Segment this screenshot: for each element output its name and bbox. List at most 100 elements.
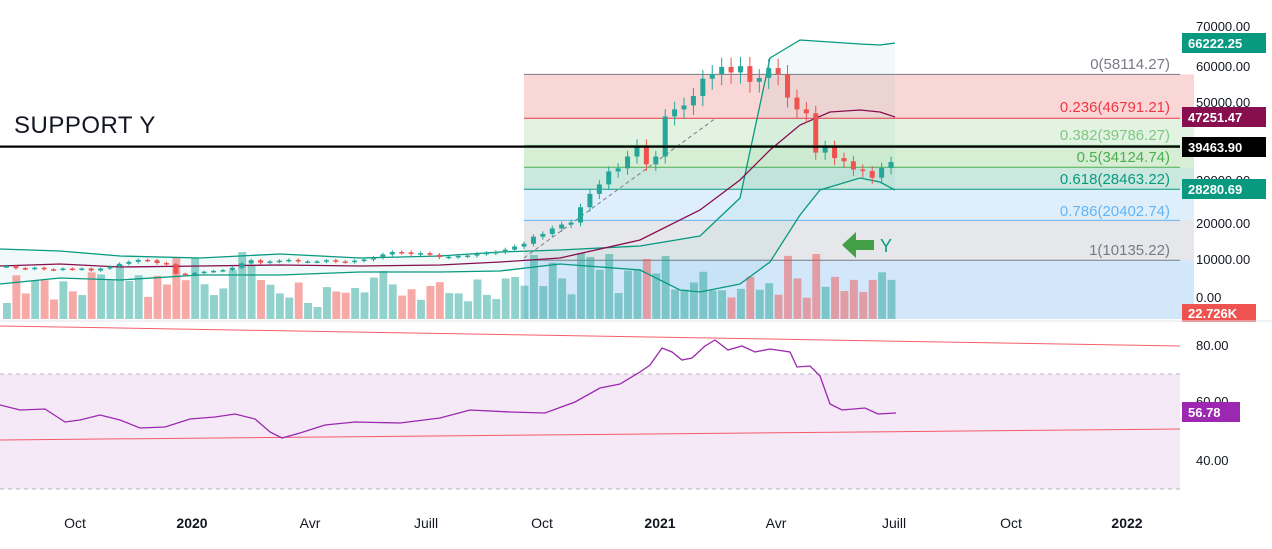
volume-bar	[464, 301, 472, 319]
candle	[822, 146, 828, 153]
volume-bar	[68, 291, 77, 319]
candle	[145, 259, 151, 262]
candle	[643, 145, 649, 165]
volume-bar	[351, 287, 360, 319]
volume-bar	[605, 254, 614, 319]
candle	[832, 146, 838, 159]
candle	[126, 261, 132, 264]
candle	[192, 272, 198, 276]
volume-bar	[520, 285, 529, 319]
volume-bar	[379, 270, 388, 319]
volume-bar	[162, 284, 171, 319]
volume-bar	[435, 282, 444, 319]
rsi-trend-line-lower	[0, 428, 1181, 441]
fib-label-0618: 0.618(28463.22)	[1060, 171, 1170, 188]
volume-bar	[285, 297, 294, 319]
candle	[333, 260, 339, 262]
price-axis[interactable]: 70000.00 60000.00 50000.00 30000.00 2000…	[1196, 19, 1250, 305]
candle	[690, 95, 696, 106]
candle	[728, 66, 734, 73]
candle	[625, 156, 631, 169]
volume-bar	[736, 288, 745, 319]
bollinger-fill	[0, 40, 895, 292]
volume-bar	[539, 286, 548, 319]
y-marker[interactable]: Y	[842, 232, 892, 258]
time-axis[interactable]: Oct 2020 Avr Juill Oct 2021 Avr Juill Oc…	[64, 515, 1143, 531]
candle	[681, 105, 687, 110]
volume-bar	[868, 279, 877, 319]
bollinger-lower	[0, 177, 896, 293]
candle	[521, 243, 527, 247]
candle	[512, 246, 518, 250]
candle	[32, 267, 38, 270]
volume-bar	[238, 252, 247, 319]
volume-bar	[191, 257, 200, 319]
price-badges: 66222.25 47251.47 39463.90 28280.69 22.7…	[1182, 33, 1266, 322]
candle	[662, 116, 668, 157]
volume-bar	[50, 299, 58, 319]
candle	[13, 266, 19, 269]
volume-bar	[492, 299, 501, 319]
volume-bar	[718, 290, 727, 319]
candle	[653, 156, 659, 165]
volume-bar	[78, 295, 87, 319]
volume-bar	[369, 277, 378, 319]
candle	[267, 261, 273, 263]
volume-bar	[642, 259, 651, 319]
volume-bar	[106, 280, 115, 319]
time-label: Oct	[1000, 515, 1022, 531]
volume-bar	[144, 296, 153, 319]
candle	[568, 222, 574, 225]
svg-text:56.78: 56.78	[1188, 405, 1221, 420]
y-marker-label: Y	[880, 236, 892, 256]
bollinger-upper	[0, 39, 896, 259]
volume-bar	[652, 273, 661, 319]
price-tick: 60000.00	[1196, 59, 1250, 74]
candle	[540, 233, 546, 237]
candle	[841, 158, 847, 162]
candle	[286, 259, 292, 262]
candle	[879, 167, 885, 178]
volume-bar	[134, 275, 143, 319]
candle	[418, 253, 424, 255]
rsi-badge	[1182, 402, 1240, 422]
candle	[305, 261, 311, 263]
volume-bar	[247, 264, 256, 319]
candle	[182, 273, 188, 276]
candle	[41, 267, 47, 270]
rsi-pane[interactable]: 80.00 60.00 40.00 56.78	[0, 325, 1240, 490]
volume-bar	[115, 265, 124, 319]
candle	[107, 266, 113, 269]
candle	[559, 224, 565, 229]
volume-bar	[473, 279, 482, 319]
candle	[756, 77, 762, 82]
volume-bar	[454, 293, 463, 319]
candle	[380, 254, 386, 258]
candle	[850, 161, 856, 170]
fib-label-0786: 0.786(20402.74)	[1060, 203, 1170, 220]
volume-badge	[1182, 304, 1256, 322]
candle	[455, 255, 461, 258]
candle	[408, 252, 414, 254]
candle	[813, 113, 819, 153]
candle	[465, 255, 471, 258]
price-tick: 0.00	[1196, 290, 1221, 305]
candle	[446, 256, 452, 259]
candle	[578, 207, 584, 223]
volume-bar	[661, 256, 670, 319]
volume-bar	[257, 280, 265, 319]
fib-zone-0382-05	[524, 145, 1194, 168]
fib-zone-0236-0382	[524, 118, 1194, 146]
candle	[154, 260, 160, 264]
candle	[709, 73, 715, 79]
candle	[51, 269, 57, 271]
candle	[173, 264, 179, 274]
lower-band-badge	[1182, 179, 1266, 199]
candle	[342, 261, 348, 263]
fib-label-1: 1(10135.22)	[1089, 242, 1170, 259]
price-tick: 20000.00	[1196, 216, 1250, 231]
candle	[79, 268, 85, 271]
candle	[295, 259, 301, 262]
